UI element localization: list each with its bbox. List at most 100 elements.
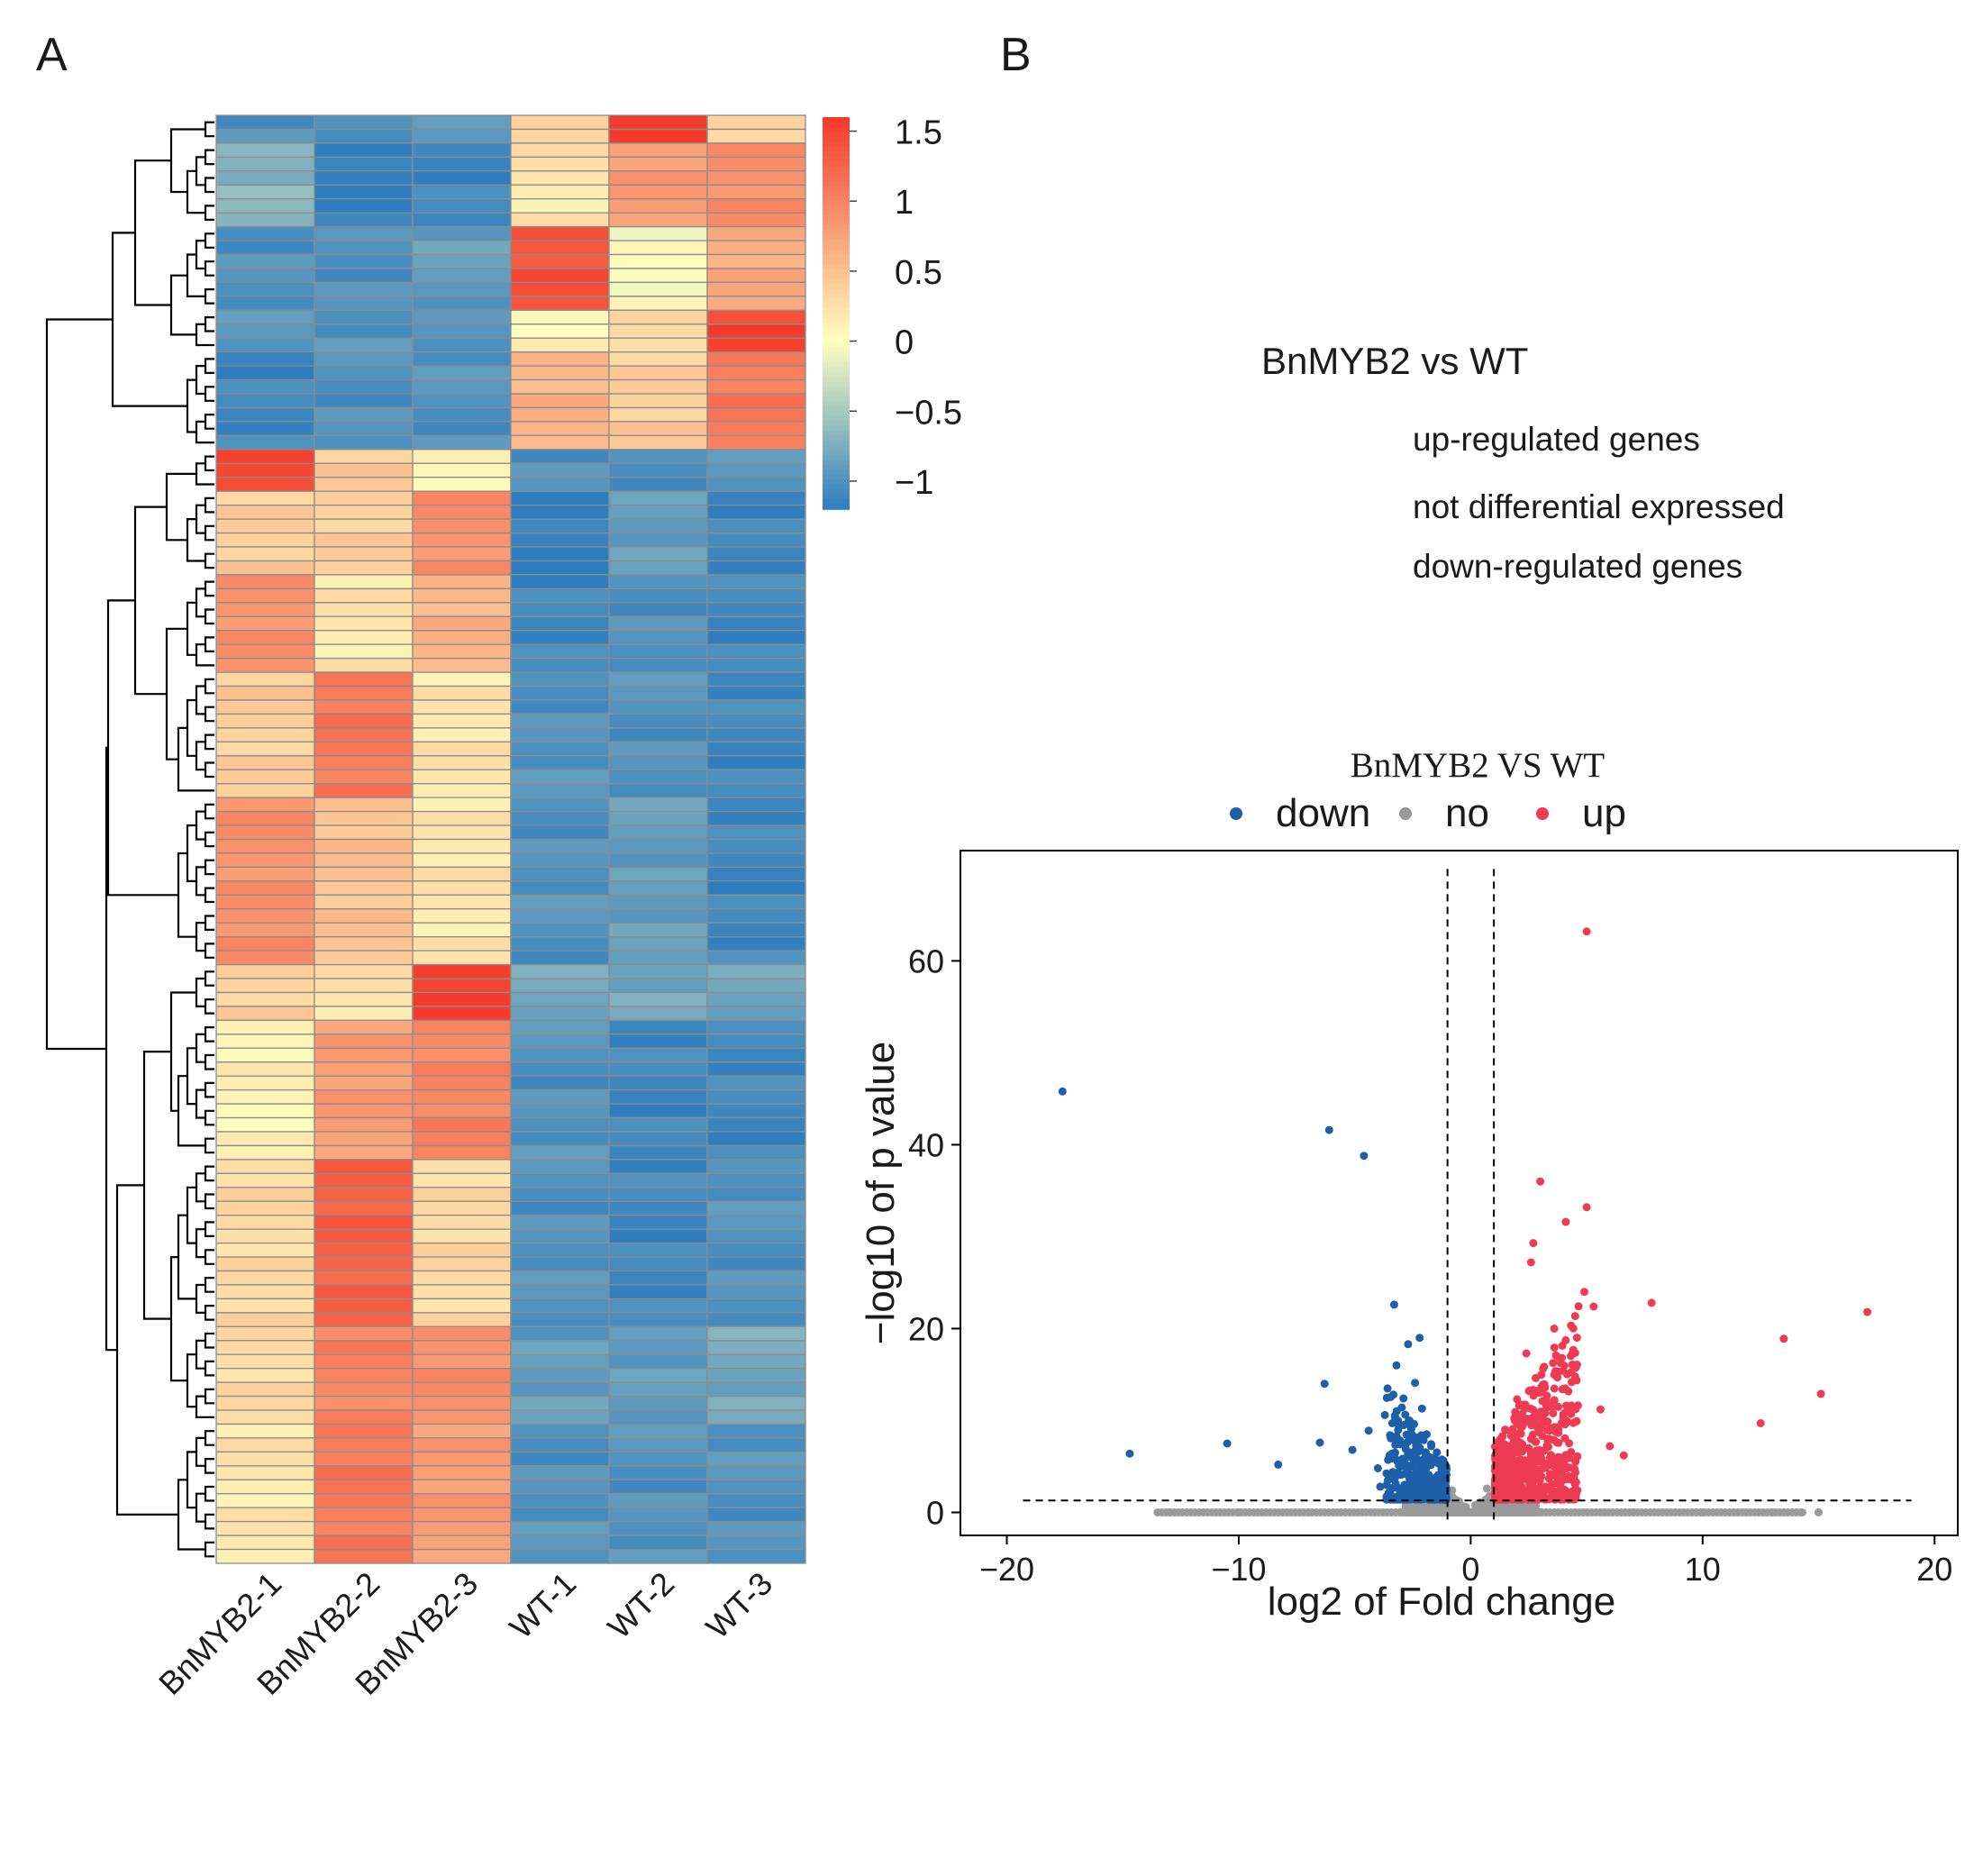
- heatmap-cell: [608, 1465, 708, 1480]
- point-up: [1540, 1362, 1549, 1371]
- heatmap-cell: [608, 365, 708, 381]
- heatmap-cell: [510, 1215, 610, 1230]
- panel-b-label: B: [1000, 29, 1032, 81]
- point-no: [1466, 1508, 1475, 1516]
- heatmap-cell: [608, 671, 708, 688]
- heatmap-cell: [608, 546, 708, 562]
- point-up: [1533, 1490, 1542, 1499]
- heatmap-cell: [314, 1103, 414, 1119]
- heatmap-cell: [510, 1034, 610, 1049]
- point-up: [1573, 1401, 1582, 1410]
- heatmap-cell: [608, 922, 708, 938]
- heatmap-cell: [510, 1409, 610, 1425]
- point-down: [1380, 1410, 1389, 1419]
- point-up: [1494, 1488, 1503, 1497]
- heatmap-cell: [706, 615, 806, 632]
- heatmap-cell: [706, 351, 806, 367]
- point-down: [1383, 1476, 1392, 1485]
- heatmap-cell: [314, 434, 414, 451]
- heatmap-cell: [412, 574, 512, 590]
- point-down: [1423, 1430, 1431, 1439]
- heatmap-cell: [510, 1312, 610, 1327]
- heatmap-cell: [608, 212, 708, 228]
- heatmap-cell: [412, 657, 512, 673]
- heatmap-cell: [314, 378, 414, 395]
- point-down: [1428, 1492, 1437, 1501]
- heatmap-cell: [314, 741, 414, 757]
- heatmap-cell: [608, 699, 708, 715]
- heatmap-cell: [412, 755, 512, 770]
- heatmap-cell: [706, 797, 806, 813]
- heatmap-cell: [510, 1465, 610, 1480]
- heatmap-cell: [510, 477, 610, 492]
- point-up: [1554, 1402, 1563, 1411]
- heatmap-cell: [706, 268, 806, 284]
- heatmap-cell: [706, 908, 806, 924]
- heatmap-cell: [706, 1006, 806, 1022]
- heatmap-cell: [510, 671, 610, 688]
- heatmap-cell: [215, 1395, 315, 1411]
- colorbar-segment: [823, 445, 850, 451]
- point-up: [1589, 1302, 1598, 1311]
- colorbar-segment: [823, 293, 850, 299]
- point-up: [1526, 1258, 1535, 1267]
- heatmap-cell: [215, 1172, 315, 1188]
- heatmap-cell: [510, 518, 610, 534]
- colorbar-segment: [823, 337, 850, 343]
- heatmap-cell: [314, 671, 414, 688]
- heatmap-cell: [510, 1368, 610, 1383]
- point-no: [1482, 1484, 1491, 1493]
- point-up: [1526, 1415, 1535, 1424]
- heatmap-cell: [706, 978, 806, 994]
- heatmap-cell: [510, 1075, 610, 1091]
- heatmap-cell: [608, 587, 708, 604]
- point-down: [1396, 1484, 1405, 1493]
- heatmap-cell: [215, 114, 315, 131]
- heatmap-cell: [706, 699, 806, 715]
- heatmap-cell: [608, 560, 708, 576]
- point-up: [1619, 1451, 1628, 1460]
- heatmap-cell: [215, 615, 315, 632]
- heatmap-cell: [608, 1340, 708, 1355]
- heatmap-cell: [412, 281, 512, 297]
- point-down: [1439, 1490, 1447, 1499]
- heatmap-cell: [314, 128, 414, 144]
- heatmap-cell: [412, 1228, 512, 1244]
- volcano-points: [1058, 927, 1872, 1516]
- colorbar-segment: [823, 421, 850, 427]
- heatmap-cell: [510, 685, 610, 701]
- not-differential-label: not differential expressed: [1413, 488, 1785, 525]
- heatmap-cell: [608, 1047, 708, 1063]
- point-up: [1558, 1385, 1567, 1394]
- heatmap-cell: [608, 142, 708, 158]
- heatmap-cell: [510, 1144, 610, 1161]
- heatmap-cell: [706, 602, 806, 617]
- point-up: [1520, 1456, 1529, 1465]
- heatmap-cell: [706, 449, 806, 464]
- heatmap-cell: [314, 727, 414, 742]
- point-up: [1508, 1471, 1517, 1480]
- heatmap-cell: [314, 546, 414, 562]
- heatmap-cell: [412, 198, 512, 214]
- heatmap-cell: [412, 824, 512, 841]
- heatmap-cell: [706, 505, 806, 520]
- heatmap-cell: [215, 1006, 315, 1022]
- heatmap-cell: [706, 713, 806, 729]
- point-down: [1410, 1491, 1419, 1500]
- point-up: [1567, 1448, 1576, 1456]
- heatmap-cell: [608, 449, 708, 464]
- heatmap-cell: [510, 1298, 610, 1314]
- colorbar-segment: [823, 469, 850, 476]
- heatmap-cell: [706, 783, 806, 798]
- heatmap-cell: [608, 1144, 708, 1161]
- heatmap-cell: [314, 713, 414, 729]
- point-up: [1550, 1343, 1559, 1352]
- point-up: [1516, 1439, 1525, 1447]
- point-down: [1383, 1384, 1392, 1393]
- heatmap-cell: [314, 477, 414, 492]
- heatmap-cell: [215, 1548, 315, 1564]
- heatmap-cell: [608, 991, 708, 1007]
- heatmap-cell: [314, 852, 414, 869]
- heatmap-cell: [215, 1034, 315, 1049]
- heatmap-cell: [314, 1061, 414, 1077]
